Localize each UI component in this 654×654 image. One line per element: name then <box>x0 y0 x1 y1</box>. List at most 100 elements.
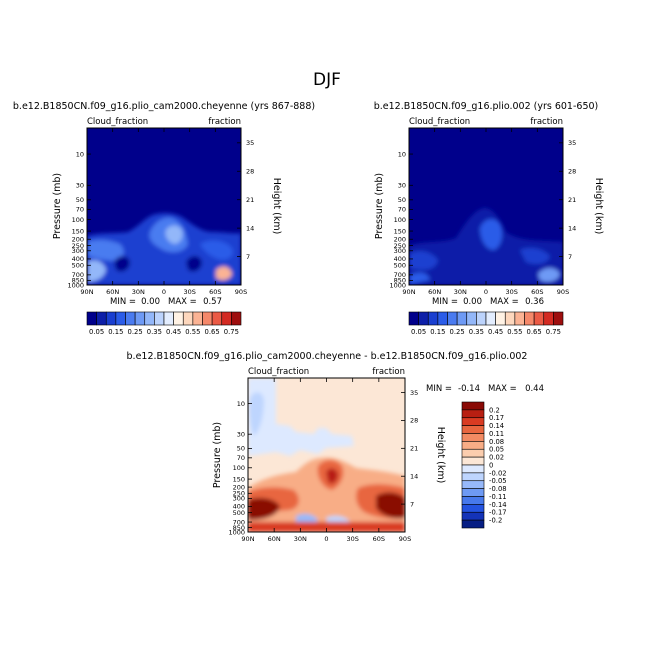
panel-c-contour-south-core <box>376 492 405 519</box>
panel-b-contour-tropics <box>480 219 502 250</box>
y-right-tick-label: 21 <box>410 445 418 453</box>
x-tick-label: 60S <box>531 288 543 296</box>
colorbar-box <box>447 311 458 326</box>
colorbar-label: -0.14 <box>489 501 507 509</box>
y-tick-label: 50 <box>76 196 84 204</box>
y-tick-label: 400 <box>72 255 84 263</box>
panel-b-contour-north <box>409 251 438 270</box>
panel-a-ylabel: Pressure (mb) <box>52 173 63 239</box>
colorbar-label: 0.15 <box>108 328 123 336</box>
colorbar-label: 0.11 <box>489 430 504 438</box>
y-tick-label: 10 <box>398 150 406 158</box>
panel-a-contour-south-core <box>216 266 232 281</box>
colorbar-box <box>461 480 485 489</box>
y-tick-label: 300 <box>233 495 245 503</box>
y-tick-label: 30 <box>237 430 245 438</box>
x-tick-label: 60S <box>209 288 221 296</box>
panel-a-max-label: MAX = <box>168 297 197 307</box>
colorbar-box <box>461 456 485 466</box>
y-right-tick-label: 14 <box>246 224 254 232</box>
colorbar-label: 0.25 <box>128 328 143 336</box>
colorbar-label: 0.17 <box>489 414 504 422</box>
colorbar-box <box>543 311 554 326</box>
colorbar-label: 0.65 <box>527 328 542 336</box>
colorbar-box <box>105 311 117 326</box>
colorbar-box <box>461 519 485 529</box>
colorbar-box <box>221 311 232 326</box>
colorbar-label: 0.05 <box>489 446 504 454</box>
x-tick-label: 90S <box>235 288 247 296</box>
colorbar-box <box>202 311 213 326</box>
y-tick-label: 1000 <box>228 528 245 536</box>
panel-b-contour-lowlevel <box>409 208 563 285</box>
x-tick-label: 30S <box>183 288 195 296</box>
panel-c-colorbar: 0.20.170.140.110.080.050.020-0.02-0.05-0… <box>461 401 507 529</box>
colorbar-label: 0.45 <box>166 328 181 336</box>
panel-b-max-label: MAX = <box>490 297 519 307</box>
colorbar-box <box>461 409 485 419</box>
panel-b-right-label: fraction <box>530 117 563 127</box>
panel-c-contours <box>248 378 405 532</box>
y-tick-label: 150 <box>233 475 245 483</box>
y-tick-label: 300 <box>394 247 406 255</box>
panel-c-left-label: Cloud_fraction <box>248 367 309 377</box>
colorbar-box <box>163 311 174 326</box>
y-tick-label: 250 <box>233 490 245 498</box>
x-tick-label: 90N <box>80 288 93 296</box>
colorbar-label: 0.75 <box>224 328 239 336</box>
x-tick-label: 60N <box>428 288 441 296</box>
panel-b-colorbar: 0.05 0.15 0.25 0.35 0.45 0.55 0.65 0.75 <box>408 311 564 336</box>
colorbar-box <box>461 496 485 505</box>
colorbar-label: 0 <box>489 461 493 469</box>
y-right-tick-label: 7 <box>246 253 250 261</box>
colorbar-box <box>96 311 107 326</box>
panel-c-max-value: 0.44 <box>525 384 544 394</box>
panel-b-ylabel: Pressure (mb) <box>374 173 385 239</box>
panel-c-max-label: MAX = <box>488 384 517 394</box>
panel-b-contours <box>409 208 563 285</box>
colorbar-box <box>173 311 184 326</box>
colorbar-box <box>504 311 516 326</box>
colorbar-label: 0.05 <box>411 328 426 336</box>
panel-a-left-label: Cloud_fraction <box>87 117 148 127</box>
colorbar-box <box>495 311 506 326</box>
panel-b-field <box>409 128 563 285</box>
colorbar-box <box>514 311 525 326</box>
y-tick-label: 70 <box>76 206 84 214</box>
panel-a-contour-north-core <box>87 260 106 282</box>
panel-b-axes: 90N 60N 30N 0 30S 60S 90S 100085070050040030025… <box>389 128 576 296</box>
panel-b: b.e12.B1850CN.f09_g16.plio.002 (yrs 601-… <box>374 101 604 336</box>
panel-a-colorbar: 0.05 0.15 0.25 0.35 0.45 0.55 0.65 0.75 <box>86 311 242 336</box>
y-tick-label: 400 <box>394 255 406 263</box>
x-tick-label: 90S <box>399 535 411 543</box>
panel-b-max-value: 0.36 <box>525 297 544 307</box>
colorbar-label: 0.25 <box>450 328 465 336</box>
panel-c-axes: 90N 60N 30N 0 30S 60S 90S 100085070050040030025… <box>228 378 418 543</box>
x-tick-label: 30N <box>454 288 467 296</box>
colorbar-box <box>182 311 194 326</box>
y-tick-label: 200 <box>394 236 406 244</box>
colorbar-label: -0.02 <box>489 469 507 477</box>
y-tick-label: 700 <box>233 518 245 526</box>
colorbar-box <box>461 488 485 497</box>
y-tick-label: 100 <box>394 216 406 224</box>
colorbar-box <box>231 311 242 326</box>
colorbar-label: -0.11 <box>489 493 507 501</box>
x-tick-label: 90N <box>402 288 415 296</box>
x-tick-label: 30N <box>132 288 145 296</box>
x-tick-label: 30S <box>505 288 517 296</box>
panel-c-ylabel-right: Height (km) <box>435 427 446 484</box>
panel-b-min-label: MIN = <box>432 297 458 307</box>
y-tick-label: 30 <box>76 182 84 190</box>
colorbar-label: 0.45 <box>488 328 503 336</box>
colorbar-box <box>461 401 485 411</box>
y-tick-label: 10 <box>237 400 245 408</box>
y-tick-label: 200 <box>233 483 245 491</box>
colorbar-label: 0.08 <box>489 438 504 446</box>
y-tick-label: 250 <box>72 242 84 250</box>
y-tick-label: 250 <box>394 242 406 250</box>
panel-b-contour-south-surface <box>538 268 560 282</box>
panel-a-field <box>87 128 241 285</box>
panel-c-contour-surface-pos <box>248 522 405 532</box>
panel-a-contour-south <box>200 240 233 260</box>
